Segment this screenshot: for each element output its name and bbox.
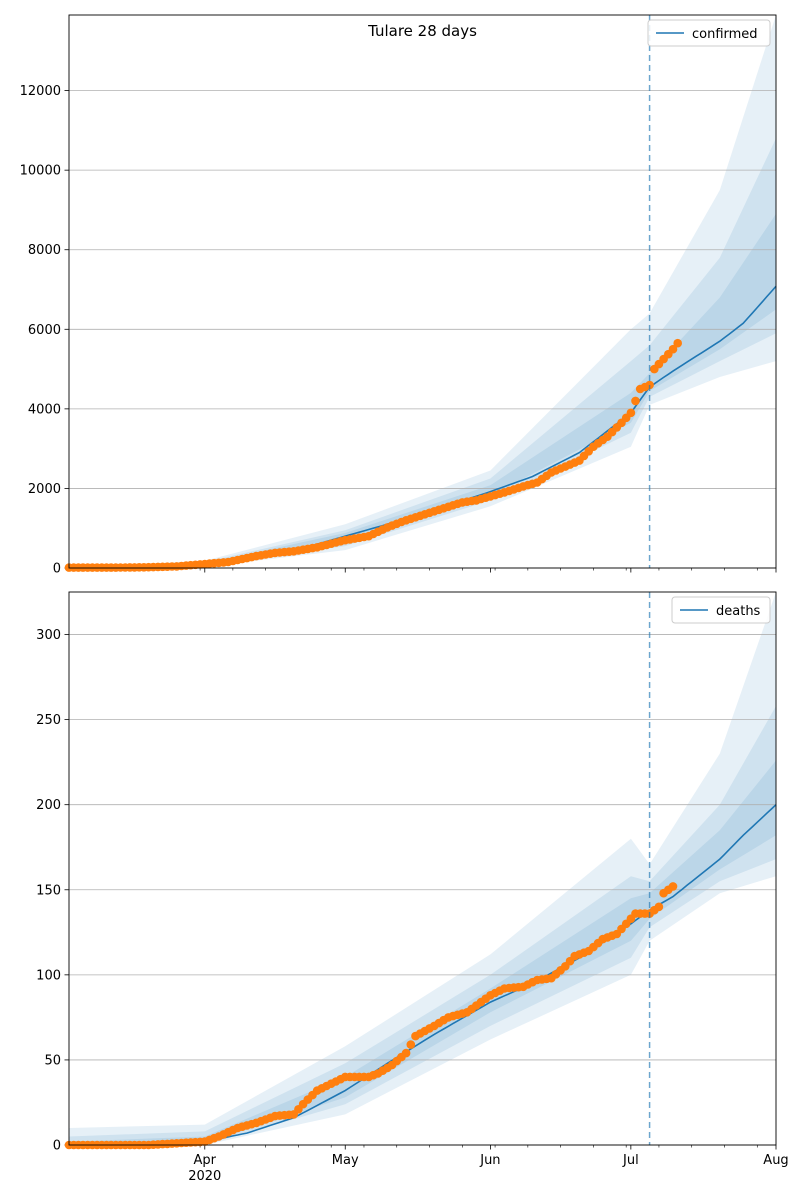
y-tick-label: 4000 [28,402,61,417]
legend-box [647,19,771,47]
confirmed-y-ticks: 0 2000 4000 6000 8000 10000 12000 [20,84,69,577]
x-tick-label: May [332,1153,359,1168]
confirmed-panel: 0 2000 4000 6000 8000 10000 12000 Tulare 28 da… [20,14,777,577]
observed-point [668,344,678,354]
observed-point [401,1048,411,1058]
x-tick-label: Apr [194,1153,217,1168]
legend-entry-confirmed: confirmed [692,27,758,42]
deaths-y-ticks: 0 50 100 150 200 250 300 [36,628,69,1154]
y-tick-label: 0 [53,562,61,577]
y-tick-label: 8000 [28,243,61,258]
band-middle [69,706,776,1145]
observed-point [626,408,636,418]
x-tick-label: Jun [479,1153,500,1168]
deaths-legend: deaths [671,596,771,624]
y-tick-label: 12000 [20,84,61,99]
confirmed-x-ticks [204,568,777,573]
x-tick-label: Jul [622,1153,639,1168]
observed-point [631,396,640,406]
x-tick-label: Aug [763,1153,788,1168]
confirmed-axes-frame [68,14,777,569]
confirmed-uncertainty-bands [69,15,776,569]
legend-entry-deaths: deaths [716,604,761,619]
observed-point [668,882,678,891]
observed-point [654,902,664,912]
y-tick-label: 10000 [20,164,61,179]
deaths-gridlines [69,634,776,1146]
confirmed-legend: confirmed [647,19,771,47]
y-tick-label: 0 [53,1139,61,1154]
y-tick-label: 300 [36,628,61,643]
chart-title: Tulare 28 days [367,22,477,40]
y-tick-label: 100 [36,968,61,983]
deaths-axes-frame [68,591,777,1146]
y-tick-label: 6000 [28,323,61,338]
y-tick-label: 50 [44,1053,61,1068]
observed-point [406,1040,416,1049]
y-tick-label: 250 [36,713,61,728]
confirmed-observed-points [64,338,682,572]
y-tick-label: 150 [36,883,61,898]
y-tick-label: 2000 [28,482,61,497]
x-tick-sublabel: 2020 [188,1169,221,1184]
observed-point [673,338,682,348]
band-inner [69,213,776,568]
band-outer [69,15,776,568]
legend-box [671,596,771,624]
y-tick-label: 200 [36,798,61,813]
